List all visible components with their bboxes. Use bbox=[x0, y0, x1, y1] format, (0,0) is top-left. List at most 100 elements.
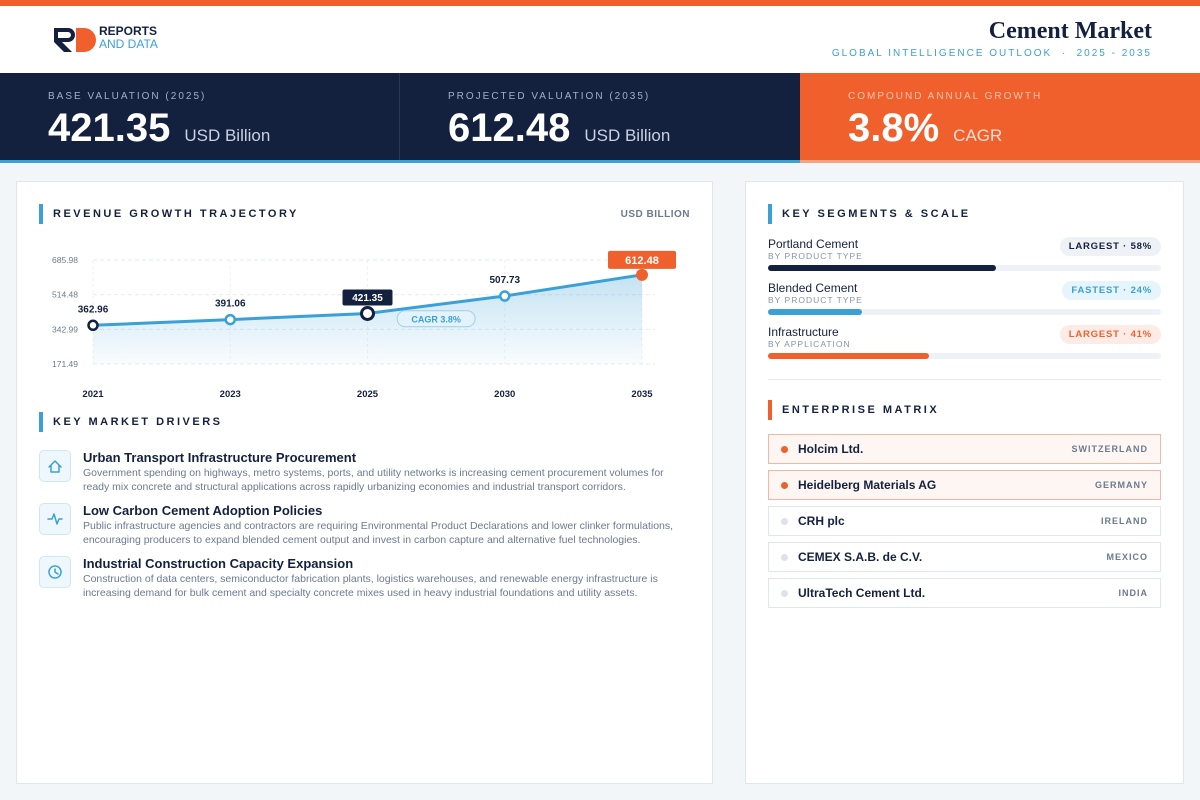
kpi-underline bbox=[0, 160, 800, 163]
section-bar bbox=[39, 412, 43, 432]
company-name: CEMEX S.A.B. de C.V. bbox=[798, 550, 923, 564]
section-bar bbox=[768, 400, 772, 420]
y-tick-label: 171.49 bbox=[52, 359, 78, 369]
annotation-pill bbox=[396, 310, 476, 328]
segment-track bbox=[768, 353, 1161, 359]
driver-title: Industrial Construction Capacity Expansi… bbox=[83, 556, 354, 571]
top-strip bbox=[0, 0, 1200, 6]
x-tick-label: 2030 bbox=[494, 389, 515, 400]
logo-line: REPORTS bbox=[99, 24, 158, 38]
driver-icon bbox=[39, 556, 71, 588]
driver-text: Public infrastructure agencies and contr… bbox=[83, 520, 674, 546]
company-name: Holcim Ltd. bbox=[798, 442, 864, 456]
segment-bar bbox=[768, 265, 996, 271]
annotation: CAGR 3.8% bbox=[411, 314, 461, 324]
header: REPORTS AND DATA Cement Market GLOBAL INT… bbox=[0, 6, 1200, 73]
value-label: 362.96 bbox=[78, 304, 109, 315]
y-tick-label: 685.98 bbox=[52, 255, 78, 265]
point bbox=[636, 268, 648, 281]
logo-text: REPORTS AND DATA bbox=[99, 25, 158, 51]
row-dot bbox=[781, 518, 788, 525]
kpi-unit: USD Billion bbox=[584, 126, 671, 145]
kpi-card: BASE VALUATION (2025) 421.35 USD Billion bbox=[0, 73, 400, 160]
icon-path bbox=[47, 513, 63, 525]
segment-name: Blended Cement bbox=[768, 281, 858, 295]
x-tick-label: 2021 bbox=[82, 389, 104, 400]
segment-badge: LARGEST · 58% bbox=[1059, 237, 1161, 256]
segment-bar bbox=[768, 309, 863, 315]
driver-text: Construction of data centers, semiconduc… bbox=[83, 573, 658, 599]
value-label: 612.48 bbox=[625, 255, 659, 267]
row-dot bbox=[781, 554, 788, 561]
driver-icon bbox=[39, 450, 71, 482]
matrix-row: CEMEX S.A.B. de C.V. MEXICO bbox=[768, 542, 1161, 572]
unit-label: USD BILLION bbox=[620, 209, 690, 220]
kpi-card: PROJECTED VALUATION (2035) 612.48 USD Bill… bbox=[400, 73, 800, 160]
company-country: SWITZERLAND bbox=[1071, 444, 1148, 454]
kpi-underline bbox=[800, 160, 1200, 163]
value-label: 391.06 bbox=[215, 299, 246, 310]
kpi-unit: CAGR bbox=[953, 126, 1003, 145]
section-title: ENTERPRISE MATRIX bbox=[782, 404, 940, 416]
icon bbox=[48, 460, 62, 473]
logo-mark bbox=[54, 28, 96, 52]
value-label: 507.73 bbox=[489, 275, 520, 286]
segment-group: BY PRODUCT TYPE bbox=[768, 295, 863, 305]
driver-title: Urban Transport Infrastructure Procureme… bbox=[83, 450, 357, 465]
company-country: GERMANY bbox=[1094, 480, 1148, 490]
x-tick-label: 2025 bbox=[357, 389, 379, 400]
x-tick-label: 2035 bbox=[631, 389, 653, 400]
matrix-row: Holcim Ltd. SWITZERLAND bbox=[768, 434, 1161, 464]
y-tick-label: 342.99 bbox=[52, 324, 78, 334]
icon bbox=[47, 513, 63, 525]
segment-name: Portland Cement bbox=[768, 237, 859, 251]
driver-title: Low Carbon Cement Adoption Policies bbox=[83, 503, 323, 518]
point bbox=[224, 313, 236, 326]
kpi-unit: USD Billion bbox=[184, 126, 271, 145]
section-bar bbox=[768, 204, 772, 224]
matrix-row: CRH plc IRELAND bbox=[768, 506, 1161, 536]
company-name: CRH plc bbox=[798, 514, 845, 528]
x-tick-label: 2023 bbox=[220, 389, 241, 400]
value-badge bbox=[608, 250, 676, 269]
matrix-row: UltraTech Cement Ltd. INDIA bbox=[768, 578, 1161, 608]
kpi-card: COMPOUND ANNUAL GROWTH 3.8% CAGR bbox=[800, 73, 1200, 160]
segment-bar bbox=[768, 353, 930, 359]
divider bbox=[768, 379, 1161, 380]
segment-badge: LARGEST · 41% bbox=[1059, 325, 1161, 344]
section-title: KEY SEGMENTS & SCALE bbox=[782, 208, 971, 220]
y-tick-label: 514.48 bbox=[52, 290, 78, 300]
kpi-label: BASE VALUATION (2025) bbox=[48, 91, 207, 102]
page-subtitle: GLOBAL INTELLIGENCE OUTLOOK · 2025 - 203… bbox=[831, 48, 1152, 59]
icon-path bbox=[48, 460, 62, 473]
section-bar bbox=[39, 204, 43, 224]
page-title: Cement Market bbox=[988, 18, 1152, 44]
value-label: 421.35 bbox=[352, 293, 383, 304]
point bbox=[87, 319, 99, 332]
kpi-value: 421.35 bbox=[48, 106, 171, 150]
driver-icon bbox=[39, 503, 71, 535]
point bbox=[499, 290, 511, 302]
section-title: KEY MARKET DRIVERS bbox=[53, 416, 223, 428]
chart-title: REVENUE GROWTH TRAJECTORY bbox=[53, 208, 299, 220]
company-name: UltraTech Cement Ltd. bbox=[798, 586, 926, 600]
segment-group: BY PRODUCT TYPE bbox=[768, 251, 863, 261]
company-country: MEXICO bbox=[1106, 552, 1148, 562]
row-dot bbox=[781, 590, 788, 597]
chart: 171.49 342.99 514.48 685.98 2021 2023 2025 2030… bbox=[52, 250, 676, 400]
row-dot bbox=[781, 446, 788, 453]
segment-track bbox=[768, 309, 1161, 315]
kpi-label: PROJECTED VALUATION (2035) bbox=[448, 91, 651, 102]
icon bbox=[48, 565, 62, 579]
driver-text: Government spending on highways, metro s… bbox=[83, 467, 664, 493]
segment-group: BY APPLICATION bbox=[768, 339, 851, 349]
segment-name: Infrastructure bbox=[768, 325, 839, 339]
logo-line: AND DATA bbox=[99, 37, 158, 51]
kpi-value: 3.8% bbox=[848, 106, 940, 150]
icon-path bbox=[48, 565, 62, 579]
matrix-row: Heidelberg Materials AG GERMANY bbox=[768, 470, 1161, 500]
value-badge bbox=[342, 289, 393, 306]
row-dot bbox=[781, 482, 788, 489]
kpi-label: COMPOUND ANNUAL GROWTH bbox=[848, 91, 1043, 102]
